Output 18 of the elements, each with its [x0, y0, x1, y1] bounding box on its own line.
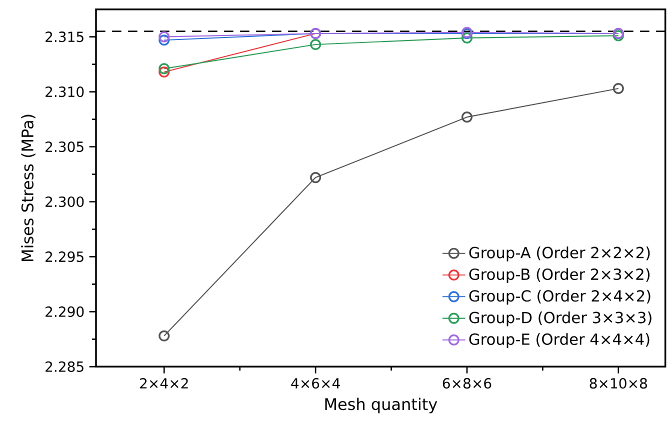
y-tick-label: 2.315: [46, 32, 84, 42]
y-tick-label: 2.300: [46, 196, 84, 208]
legend-label: Group-A (Order 2×2×2): [469, 246, 650, 262]
y-axis-title: Mises Stress (MPa): [21, 114, 36, 261]
legend-label: Group-C (Order 2×4×2): [469, 290, 650, 305]
x-tick-label: 4×6×4: [291, 378, 340, 389]
x-tick-label: 6×8×6: [442, 378, 492, 389]
y-tick-label: 2.285: [46, 361, 84, 372]
legend-label: Group-E (Order 4×4×4): [469, 333, 650, 348]
x-tick-label: 8×10×8: [590, 378, 647, 389]
y-tick-label: 2.310: [46, 86, 84, 98]
y-tick-label: 2.305: [46, 141, 84, 152]
legend-label: Group-D (Order 3×3×3): [469, 311, 652, 326]
legend-label: Group-B (Order 2×3×2): [469, 268, 650, 284]
x-tick-label: 2×4×2: [140, 378, 188, 388]
y-tick-label: 2.295: [46, 251, 84, 262]
x-axis-title: Mesh quantity: [325, 398, 438, 414]
y-tick-label: 2.290: [46, 306, 84, 317]
